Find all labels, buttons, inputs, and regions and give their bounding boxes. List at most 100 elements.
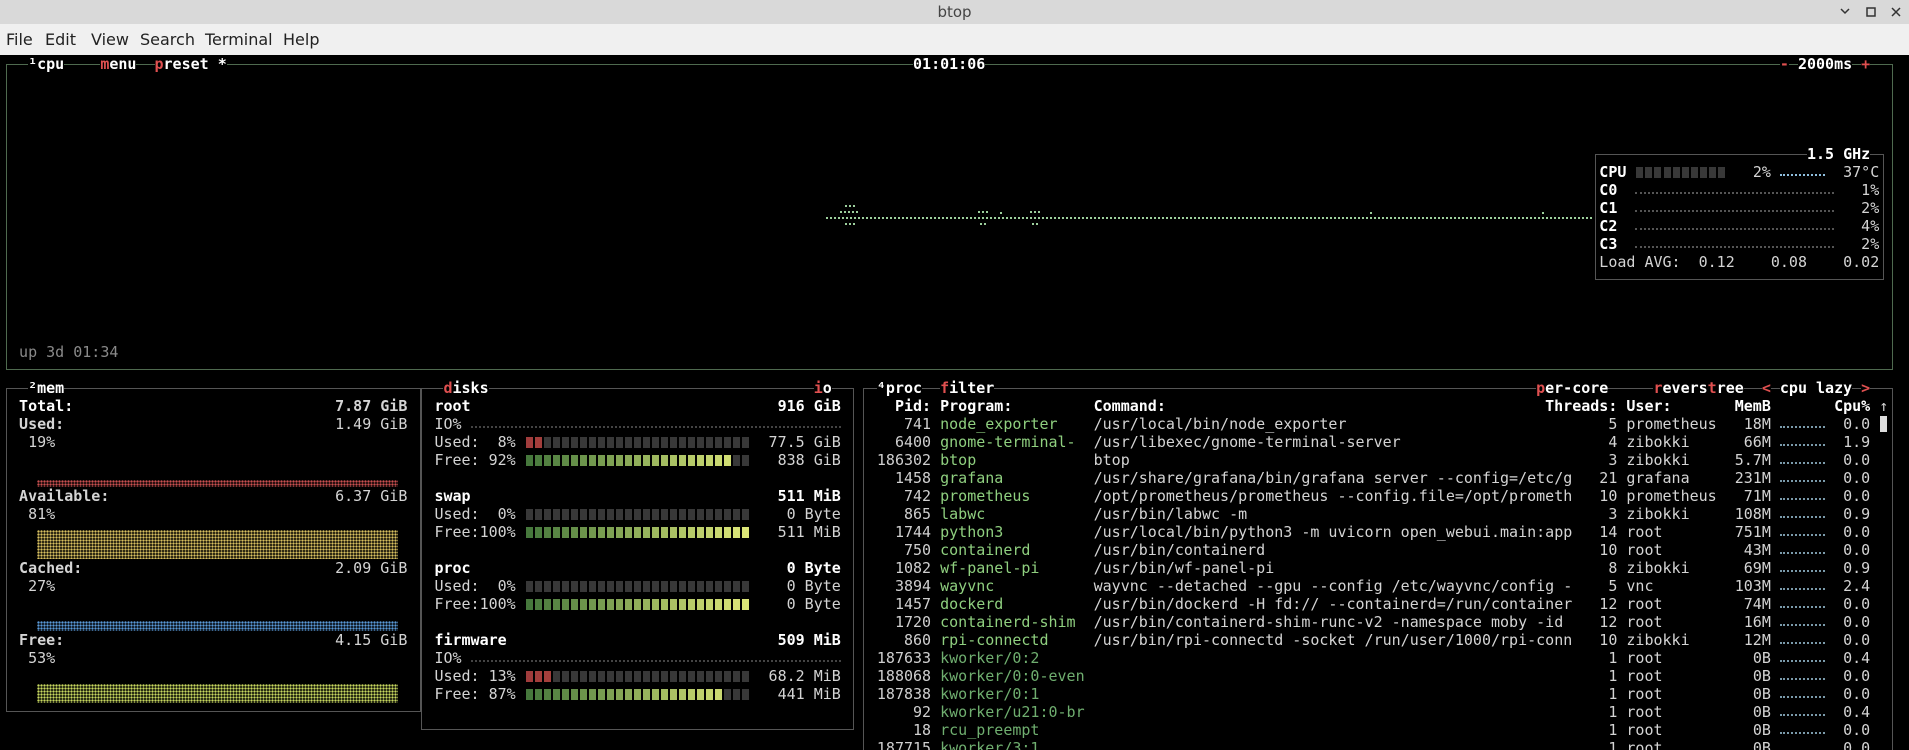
meter-block [652,581,660,592]
meter-block [679,581,687,592]
dotted-line [1779,174,1826,176]
meter-block [724,599,732,610]
filter-button[interactable]: filter [940,379,995,397]
meter-block [543,437,551,448]
dotted-line [1779,534,1826,536]
memory: 0B [1752,685,1771,703]
interval-increase[interactable]: + [1861,55,1871,73]
meter-block [715,455,723,466]
pid: 750 [904,541,932,559]
scroll-up[interactable]: ↑ [1879,397,1889,415]
command: /usr/bin/wf-panel-pi [1093,559,1275,577]
disk-used-value: 0 Byte [786,505,841,523]
disk-used-percent: 0% [497,505,516,523]
user: root [1626,649,1663,667]
meter-block [570,437,578,448]
proc-option[interactable]: per-core [1536,379,1609,397]
program: kworker/0:1 [940,685,1040,703]
panel-tab[interactable]: ⁴proc [876,379,923,397]
disk-used-label: Used: [434,577,480,595]
menu-item[interactable]: Edit [45,30,76,49]
preset-button[interactable]: preset * [154,55,227,73]
panel-border [1594,154,1884,280]
dotted-line [1779,570,1826,572]
mem-percent: 53% [28,649,56,667]
panel-tab[interactable]: ²mem [28,379,65,397]
menu-item[interactable]: Terminal [205,30,273,49]
user: root [1626,739,1663,750]
meter-block [561,599,569,610]
disk-size: 916 GiB [777,397,841,415]
interval-decrease[interactable]: - [1779,55,1789,73]
meter-block [706,581,714,592]
mem-label: Used: [19,415,65,433]
mem-label: Total: [19,397,74,415]
meter-block [724,527,732,538]
sort-prev[interactable]: < [1761,379,1771,397]
menu-item[interactable]: View [91,30,129,49]
user: zibokki [1626,505,1690,523]
meter-block [561,581,569,592]
column-header: Command: [1093,397,1166,415]
panel-tab[interactable]: ¹cpu [28,55,65,73]
close[interactable] [1891,7,1901,17]
meter-block [715,689,723,700]
meter-block [616,599,624,610]
meter-block [607,581,614,592]
meter-block [679,689,687,700]
user: root [1626,523,1663,541]
dotted-line [1635,228,1835,230]
meter-block [597,581,605,592]
user: prometheus [1626,487,1717,505]
proc-option[interactable]: reverse [1653,379,1717,397]
core-percent: 4% [1861,217,1880,235]
meter-block [552,509,560,520]
cpu-percent: 0.9 [1843,505,1871,523]
memory: 66M [1743,433,1771,451]
meter-block [697,509,705,520]
meter-block [552,527,560,538]
cpu-frequency: 1.5 GHz [1807,145,1871,163]
column-header: Pid: [894,397,932,415]
meter-block [570,509,578,520]
menu-item[interactable]: File [6,30,33,49]
meter-block [625,509,633,520]
dotted-line [1779,678,1826,680]
disk-free-value: 441 MiB [777,685,841,703]
load-label: Load AVG: [1599,253,1681,271]
meter-block [706,599,714,610]
column-header: MemB [1734,397,1771,415]
user: zibokki [1626,451,1690,469]
dotted-line [1779,642,1826,644]
disk-free-percent: 100% [479,523,516,541]
window-controls[interactable] [1829,0,1909,24]
meter-block [588,437,596,448]
meter-block [652,509,660,520]
menu-button[interactable]: menu [100,55,137,73]
threads: 12 [1599,613,1618,631]
meter-block [570,671,578,682]
maximize[interactable] [1866,7,1876,17]
program: kworker/0:0-even [940,667,1085,685]
io-toggle[interactable]: io [813,379,832,397]
menu-item[interactable]: Help [283,30,320,49]
meter-block [643,581,651,592]
meter-block [525,581,533,592]
command: /opt/prometheus/prometheus --config.file… [1093,487,1573,505]
minimize[interactable] [1840,8,1850,15]
mem-label: Free: [19,631,65,649]
meter-block [1645,167,1653,178]
dotted-line [1779,660,1826,662]
panel-tab[interactable]: disks [443,379,489,397]
program: rpi-connectd [940,631,1049,649]
update-interval: 2000ms [1797,55,1853,73]
meter-block [697,455,705,466]
menu-item[interactable]: Search [140,30,195,49]
meter-block [634,509,642,520]
terminal: ¹cpu menu preset * 01:01:06 -2000ms +1.5 GHz C… [0,55,1909,750]
proc-option[interactable]: tree [1707,379,1744,397]
dotted-line [1635,210,1835,212]
meter-block [607,527,614,538]
meter-block [742,455,750,466]
sort-next[interactable]: > [1861,379,1871,397]
